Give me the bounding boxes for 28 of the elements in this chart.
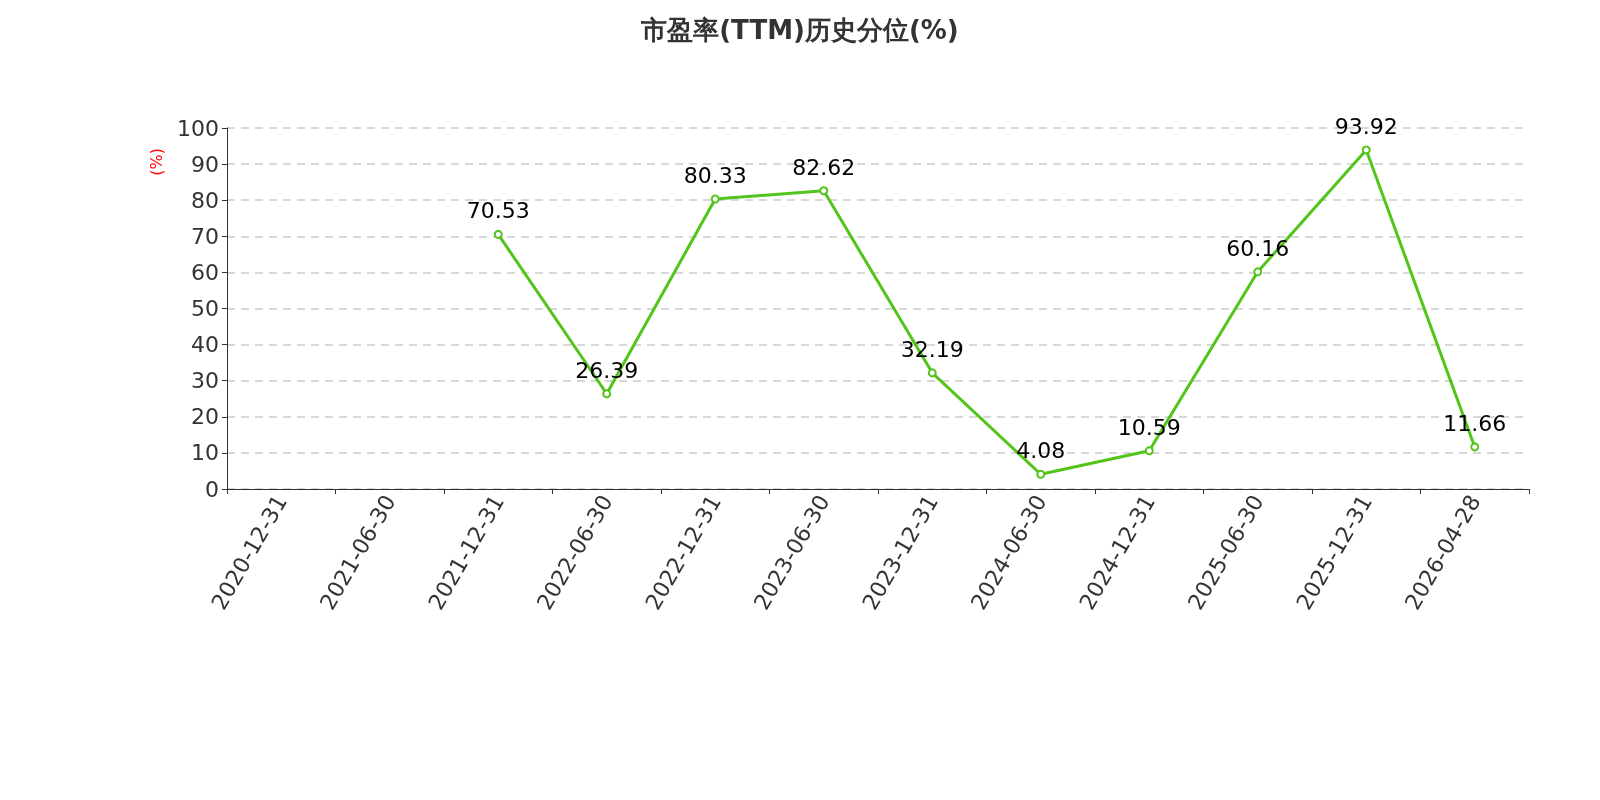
point: [819, 186, 829, 196]
data-label: 70.53: [466, 198, 530, 224]
point: [1144, 446, 1154, 456]
point: [493, 229, 503, 239]
y-tick-label: 30: [191, 368, 219, 394]
y-tick-label: 80: [191, 187, 219, 213]
data-label: 4.08: [1016, 438, 1066, 464]
y-tick-label: 40: [191, 332, 219, 358]
y-tick-label: 20: [191, 404, 219, 430]
point: [710, 194, 720, 204]
point: [1253, 267, 1263, 277]
data-label: 82.62: [792, 154, 856, 180]
y-tick-label: 50: [191, 296, 219, 321]
data-label: 80.33: [683, 163, 747, 189]
data-label: 93.92: [1334, 113, 1398, 139]
point: [1470, 442, 1480, 452]
y-tick-label: 0: [205, 476, 219, 502]
point: [927, 368, 937, 378]
y-tick-label: 90: [191, 151, 219, 177]
y-tick-label: 60: [191, 259, 219, 285]
y-tick-label: 10: [191, 440, 219, 466]
point: [1036, 469, 1046, 479]
point: [1361, 145, 1371, 155]
y-tick-label: 100: [177, 115, 219, 141]
chart-title: 市盈率(TTM)历史分位(%): [640, 15, 959, 45]
y-axis-title: (%): [146, 148, 166, 176]
point: [602, 389, 612, 399]
y-tick-label: 70: [191, 223, 219, 249]
